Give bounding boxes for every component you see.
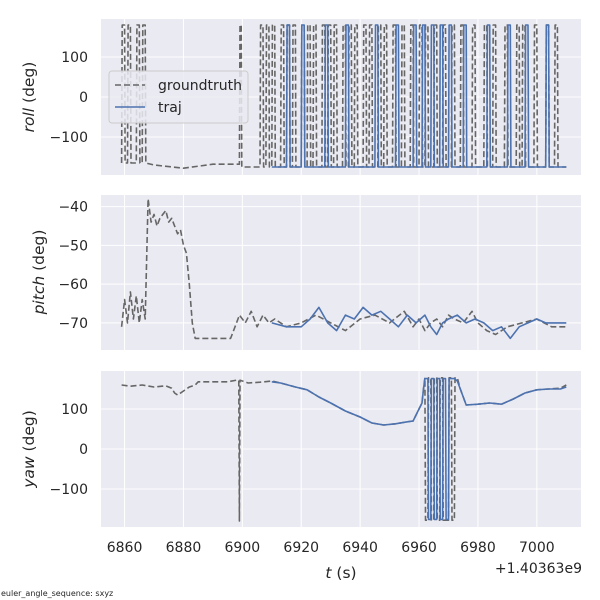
roll-ylabel-name: roll [20,107,38,132]
yaw-ytick-label: 0 [79,442,88,458]
x-axis-label-name: t [325,564,332,582]
pitch-traj-line [271,306,567,340]
x-offset-text: +1.40363e9 [495,561,582,577]
roll-ytick-label: 100 [61,50,88,66]
yaw-series-group [121,377,567,522]
pitch-ylabel-name: pitch [30,276,48,316]
pitch-ylabel: pitch (deg) [30,230,48,316]
pitch-ylabel-unit: (deg) [30,230,48,276]
pitch-ytick-label: −70 [58,316,88,332]
roll-traj-line [271,24,567,168]
xtick-label-6880: 6880 [166,540,202,556]
roll-series-group [120,24,567,169]
yaw-ylabel: yaw (deg) [20,410,38,489]
xtick-label-6980: 6980 [460,540,496,556]
yaw-ytick-label: 100 [61,402,88,418]
xtick-label-7000: 7000 [519,540,555,556]
roll-ytick-label: 0 [79,90,88,106]
yaw-ylabel-name: yaw [20,456,38,489]
roll-ytick-label: −100 [50,130,88,146]
pitch-series-group [120,198,567,340]
pitch-ytick-label: −50 [58,238,88,254]
legend-traj-label: traj [158,100,182,116]
legend: groundtruth traj [108,70,249,124]
roll-ylabel-unit: (deg) [20,62,38,108]
xtick-label-6960: 6960 [401,540,437,556]
footnote: euler_angle_sequence: sxyz [1,589,113,598]
yaw-traj-line [271,377,567,521]
xtick-label-6900: 6900 [225,540,261,556]
xtick-label-6920: 6920 [283,540,319,556]
x-axis-label: t (s) [325,564,356,582]
yaw-ylabel-unit: (deg) [20,410,38,456]
x-axis-label-unit: (s) [331,564,356,582]
roll-ylabel: roll (deg) [20,62,38,133]
pitch-ytick-label: −60 [58,277,88,293]
pitch-ytick-label: −40 [58,200,88,216]
legend-groundtruth-label: groundtruth [158,78,242,94]
pitch-panel: −40 −50 −60 −70 [58,195,581,350]
xtick-label-6860: 6860 [107,540,143,556]
yaw-panel: 100 0 −100 6860 6880 6900 6920 6940 6960 6980 7000 [50,371,581,556]
xtick-label-6940: 6940 [342,540,378,556]
yaw-ytick-label: −100 [50,482,88,498]
legend-box [108,70,249,124]
